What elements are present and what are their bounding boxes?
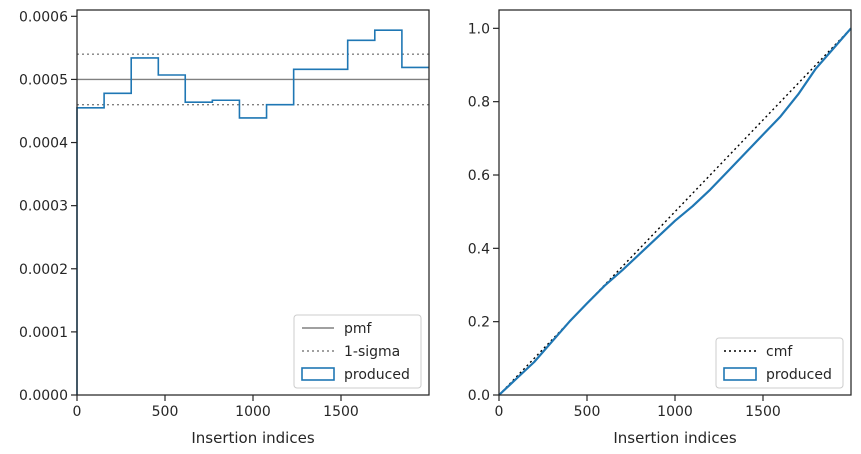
legend-swatch [301, 367, 335, 381]
y-tick-label: 0.0000 [19, 388, 68, 404]
legend-box [293, 314, 422, 389]
legend-box [715, 337, 844, 389]
y-tick-label: 1.0 [468, 21, 490, 37]
left-chart-panel: 0 500 1000 1500 0.0000 0.0001 0.0002 0.0003 0.00… [19, 9, 430, 447]
legend-label: produced [766, 367, 832, 383]
right-chart-panel: 0 500 1000 1500 0.0 0.2 0.4 0.6 0.8 1.0 Insertion … [468, 9, 852, 447]
y-tick-label: 0.0005 [19, 72, 68, 88]
y-tick-label: 0.2 [468, 315, 490, 331]
x-tick-label: 500 [152, 404, 179, 420]
y-tick-label: 0.0002 [19, 262, 68, 278]
legend-label: pmf [344, 321, 373, 337]
y-tick-label: 0.0 [468, 388, 490, 404]
y-tick-label: 0.0001 [19, 325, 68, 341]
legend-swatch [723, 367, 757, 381]
produced-step-series [76, 29, 429, 395]
x-tick-label: 1000 [657, 404, 693, 420]
x-tick-label: 1000 [235, 404, 271, 420]
y-tick-label: 0.0004 [19, 136, 68, 152]
legend: cmf produced [715, 337, 844, 389]
produced-series-line [498, 27, 852, 396]
x-tick-label: 1500 [323, 404, 359, 420]
legend: pmf 1-sigma produced [293, 314, 422, 389]
x-tick-label: 500 [574, 404, 601, 420]
x-axis-label: Insertion indices [191, 429, 314, 447]
legend-label: cmf [766, 344, 793, 360]
y-tick-label: 0.6 [468, 168, 490, 184]
legend-label: 1-sigma [344, 344, 400, 360]
x-tick-label: 0 [495, 404, 504, 420]
x-tick-label: 0 [73, 404, 82, 420]
plot-frame [498, 9, 852, 396]
legend-label: produced [344, 367, 410, 383]
y-tick-label: 0.0003 [19, 199, 68, 215]
y-tick-label: 0.0006 [19, 9, 68, 25]
x-tick-label: 1500 [745, 404, 781, 420]
x-axis-label: Insertion indices [613, 429, 736, 447]
y-tick-label: 0.4 [468, 241, 490, 257]
y-tick-label: 0.8 [468, 95, 490, 111]
